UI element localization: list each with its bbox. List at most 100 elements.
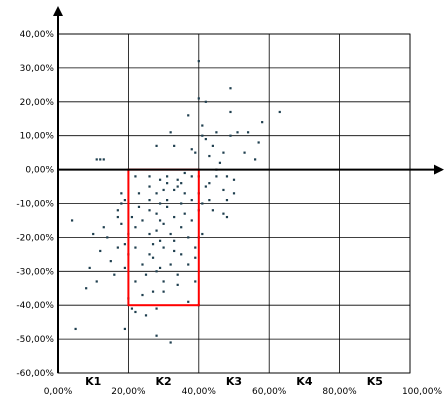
data-point-115 xyxy=(204,137,207,141)
data-point-136 xyxy=(232,178,236,181)
data-point-52 xyxy=(155,270,158,273)
data-point-112 xyxy=(201,124,204,127)
data-point-8 xyxy=(102,158,105,161)
data-point-126 xyxy=(222,212,225,215)
grid-lines xyxy=(57,33,411,374)
data-point-79 xyxy=(173,144,176,147)
x-tick-label-5: 100,00% xyxy=(402,387,442,397)
data-point-74 xyxy=(169,131,172,134)
data-point-110 xyxy=(201,232,204,236)
data-point-91 xyxy=(187,236,190,239)
data-point-95 xyxy=(190,148,193,151)
data-point-68 xyxy=(166,182,169,185)
data-point-122 xyxy=(215,131,218,134)
data-point-134 xyxy=(229,134,232,137)
data-point-33 xyxy=(137,205,141,208)
data-point-117 xyxy=(208,199,211,202)
data-point-32 xyxy=(134,226,137,229)
data-point-60 xyxy=(158,202,162,205)
x-tick-label-1: 20,00% xyxy=(111,387,146,397)
data-point-25 xyxy=(130,215,134,219)
data-point-121 xyxy=(211,144,214,147)
y-tick-labels: -60,00% -50,00% -40,00% -30,00% -20,00% -10,0… xyxy=(16,30,54,379)
data-point-40 xyxy=(144,273,148,276)
data-point-109 xyxy=(197,97,200,100)
y-tick-label-4: -20,00% xyxy=(16,233,54,243)
y-tick-label-10: 40,00% xyxy=(20,30,55,40)
data-point-113 xyxy=(201,134,204,137)
data-point-111 xyxy=(201,202,204,205)
y-tick-label-6: 0,00% xyxy=(25,166,54,176)
data-point-116 xyxy=(204,100,207,103)
data-point-53 xyxy=(155,229,158,232)
data-point-45 xyxy=(148,185,151,188)
data-point-135 xyxy=(232,192,236,195)
data-point-66 xyxy=(162,290,165,293)
data-point-67 xyxy=(166,199,169,202)
y-tick-label-8: 20,00% xyxy=(20,98,55,108)
data-point-12 xyxy=(109,260,112,263)
x-tick-label-2: 40,00% xyxy=(182,387,217,397)
data-point-55 xyxy=(155,192,158,195)
data-point-10 xyxy=(102,226,105,229)
y-tick-label-7: 10,00% xyxy=(20,132,55,142)
data-point-44 xyxy=(148,199,151,202)
data-point-69 xyxy=(166,175,169,178)
data-point-125 xyxy=(218,161,222,164)
data-point-88 xyxy=(183,192,186,195)
data-point-132 xyxy=(229,110,232,114)
data-point-34 xyxy=(137,192,141,195)
data-point-131 xyxy=(225,215,229,219)
data-point-6 xyxy=(95,158,98,161)
data-point-119 xyxy=(208,154,211,158)
data-point-143 xyxy=(278,110,281,114)
data-point-7 xyxy=(99,158,102,161)
data-points xyxy=(70,60,281,344)
data-point-15 xyxy=(116,209,119,212)
y-tick-label-9: 30,00% xyxy=(20,64,55,74)
y-tick-label-1: -50,00% xyxy=(16,335,54,345)
data-point-84 xyxy=(180,202,183,205)
data-point-9 xyxy=(99,249,102,253)
data-point-94 xyxy=(187,114,190,117)
data-point-63 xyxy=(162,222,165,225)
data-point-127 xyxy=(222,188,225,192)
data-point-41 xyxy=(148,253,151,256)
data-point-16 xyxy=(116,215,119,219)
data-point-86 xyxy=(180,253,183,256)
data-point-38 xyxy=(141,293,144,297)
data-point-22 xyxy=(123,266,126,270)
data-point-75 xyxy=(173,188,176,192)
x-tick-label-4: 80,00% xyxy=(322,387,357,397)
data-point-29 xyxy=(134,310,137,314)
x-tick-label-3: 60,00% xyxy=(252,387,287,397)
data-point-138 xyxy=(243,151,246,154)
y-tick-label-5: -10,00% xyxy=(16,200,54,210)
data-point-2 xyxy=(85,287,88,290)
data-point-70 xyxy=(166,205,169,208)
data-point-101 xyxy=(194,256,197,259)
data-point-76 xyxy=(173,215,176,219)
data-point-48 xyxy=(151,256,155,259)
data-point-123 xyxy=(215,175,218,178)
data-point-5 xyxy=(95,280,98,283)
data-point-42 xyxy=(148,232,151,236)
data-point-133 xyxy=(229,87,232,90)
data-point-65 xyxy=(162,280,165,283)
data-point-36 xyxy=(141,219,144,222)
data-point-87 xyxy=(180,182,183,185)
data-point-13 xyxy=(113,273,116,276)
data-point-49 xyxy=(151,290,155,293)
data-point-39 xyxy=(144,314,148,317)
data-point-128 xyxy=(222,151,225,154)
data-point-28 xyxy=(130,307,134,310)
data-point-54 xyxy=(155,212,158,215)
data-point-77 xyxy=(173,239,176,242)
data-point-137 xyxy=(236,131,239,134)
data-point-14 xyxy=(116,246,119,249)
data-point-50 xyxy=(155,334,158,337)
data-point-90 xyxy=(183,171,186,175)
data-point-83 xyxy=(176,185,179,188)
